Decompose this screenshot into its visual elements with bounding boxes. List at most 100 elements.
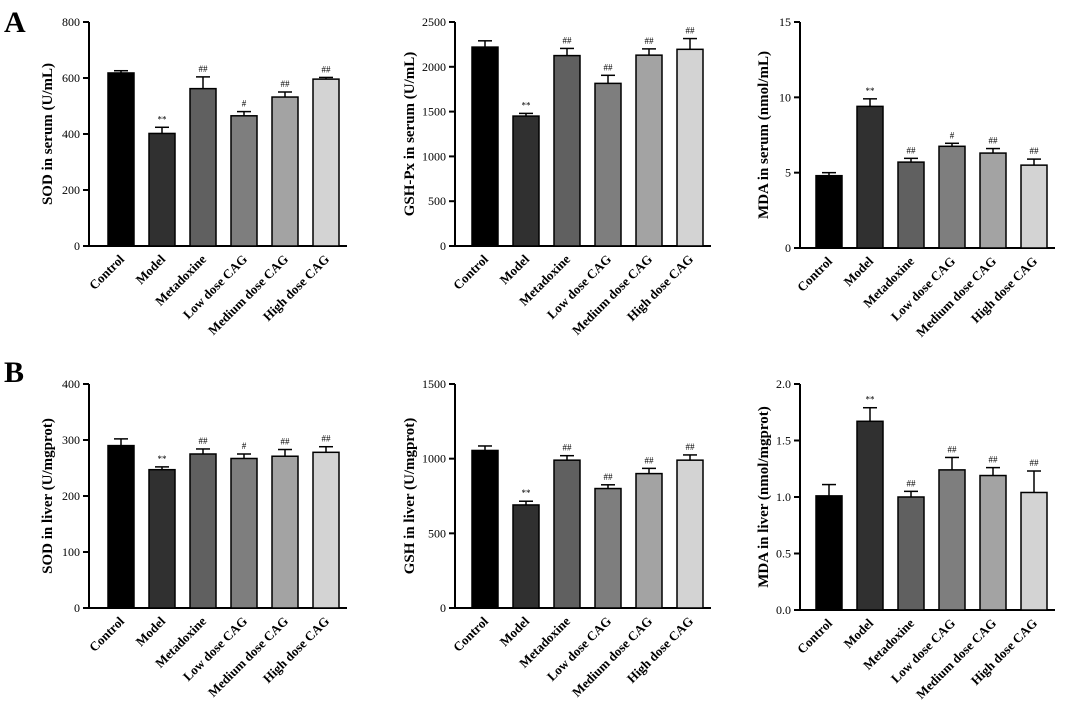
bar-metadoxine — [189, 87, 217, 247]
significance-marker: ## — [199, 436, 209, 446]
y-axis-label: MDA in serum (nmol/mL) — [756, 51, 772, 219]
y-axis-label: MDA in liver (nmol/mgprot) — [756, 406, 772, 588]
significance-marker: ## — [645, 36, 655, 46]
bar-control — [471, 46, 499, 247]
bar-metadoxine — [897, 496, 925, 611]
bar-model — [512, 115, 540, 247]
y-tick-label: 10 — [779, 90, 791, 104]
x-category-label: Control — [86, 251, 127, 292]
chart-3: 0 5 10 15 MDA in serum (nmol/mL) Control ** Mod… — [756, 15, 1055, 340]
x-category-label: Model — [496, 251, 532, 287]
y-tick-label: 300 — [62, 433, 80, 447]
chart-6: 0.0 0.5 1.0 1.5 2.0 MDA in liver (nmol/mgprot… — [756, 377, 1055, 702]
panel-label-b: B — [4, 356, 24, 389]
y-axis-label: GSH in liver (U/mgprot) — [402, 418, 418, 575]
bar-metadoxine — [897, 161, 925, 249]
significance-marker: ## — [322, 434, 332, 444]
bar-control — [107, 444, 135, 609]
bar-low-dose-cag — [938, 145, 966, 249]
bar-metadoxine — [553, 459, 581, 609]
x-category-label: Model — [840, 253, 876, 289]
bar-low-dose-cag — [230, 457, 258, 609]
y-tick-label: 0.0 — [776, 603, 791, 617]
significance-marker: ## — [563, 443, 573, 453]
x-category-label: Control — [86, 613, 127, 654]
significance-marker: ## — [281, 437, 291, 447]
y-tick-label: 1.0 — [776, 490, 791, 504]
bar-metadoxine — [553, 54, 581, 247]
bar-model — [148, 468, 176, 609]
bar-high-dose-cag — [676, 48, 704, 247]
y-tick-label: 100 — [62, 545, 80, 559]
bar-medium-dose-cag — [271, 455, 299, 609]
bar-high-dose-cag — [312, 78, 340, 247]
bar-medium-dose-cag — [271, 96, 299, 247]
significance-marker: ## — [948, 444, 958, 454]
significance-marker: # — [950, 130, 955, 140]
bar-model — [512, 504, 540, 609]
significance-marker: ** — [866, 86, 876, 96]
significance-marker: ## — [322, 64, 332, 74]
y-tick-label: 0 — [440, 601, 446, 615]
significance-marker: ## — [604, 472, 614, 482]
significance-marker: ## — [989, 136, 999, 146]
significance-marker: ## — [563, 35, 573, 45]
bar-low-dose-cag — [594, 487, 622, 609]
significance-marker: ## — [604, 62, 614, 72]
y-axis-label: SOD in liver (U/mgprot) — [40, 418, 56, 574]
y-tick-label: 2.0 — [776, 377, 791, 391]
y-tick-label: 2000 — [422, 60, 446, 74]
bar-control — [815, 495, 843, 611]
significance-marker: ## — [1030, 146, 1040, 156]
significance-marker: ** — [522, 488, 532, 498]
x-category-label: Model — [132, 613, 168, 649]
chart-grid: 0 200 400 600 800 SOD in serum (U/mL) Control *… — [40, 15, 1055, 702]
y-tick-label: 1000 — [422, 149, 446, 163]
y-tick-label: 500 — [428, 194, 446, 208]
significance-marker: ## — [989, 455, 999, 465]
y-tick-label: 800 — [62, 15, 80, 29]
y-axis-label: GSH-Px in serum (U/mL) — [402, 52, 418, 217]
bar-medium-dose-cag — [635, 472, 663, 609]
significance-marker: ## — [199, 64, 209, 74]
y-axis-label: SOD in serum (U/mL) — [40, 63, 56, 205]
x-category-label: Model — [132, 251, 168, 287]
y-tick-label: 0 — [74, 601, 80, 615]
y-tick-label: 1.5 — [776, 434, 791, 448]
x-category-label: Control — [450, 251, 491, 292]
y-tick-label: 400 — [62, 127, 80, 141]
y-tick-label: 0 — [785, 241, 791, 255]
bar-low-dose-cag — [230, 115, 258, 247]
bar-model — [148, 132, 176, 247]
x-category-label: Control — [794, 615, 835, 656]
significance-marker: ## — [281, 79, 291, 89]
y-tick-label: 600 — [62, 71, 80, 85]
bar-control — [815, 174, 843, 249]
bar-low-dose-cag — [938, 469, 966, 611]
bar-medium-dose-cag — [979, 152, 1007, 249]
bar-metadoxine — [189, 453, 217, 609]
y-tick-label: 5 — [785, 166, 791, 180]
significance-marker: ## — [907, 478, 917, 488]
significance-marker: # — [242, 99, 247, 109]
significance-marker: ** — [158, 454, 168, 464]
bar-medium-dose-cag — [635, 54, 663, 247]
y-tick-label: 1500 — [422, 105, 446, 119]
bar-model — [856, 420, 884, 611]
x-category-label: Control — [450, 613, 491, 654]
bar-high-dose-cag — [1020, 164, 1048, 249]
bar-low-dose-cag — [594, 82, 622, 247]
bar-medium-dose-cag — [979, 474, 1007, 611]
x-category-label: Model — [840, 615, 876, 651]
y-tick-label: 1000 — [422, 452, 446, 466]
significance-marker: ## — [686, 442, 696, 452]
y-tick-label: 400 — [62, 377, 80, 391]
chart-4: 0 100 200 300 400 SOD in liver (U/mgprot) Cont… — [40, 377, 347, 700]
significance-marker: ** — [522, 100, 532, 110]
chart-1: 0 200 400 600 800 SOD in serum (U/mL) Control *… — [40, 15, 347, 338]
x-category-label: Model — [496, 613, 532, 649]
bar-high-dose-cag — [676, 459, 704, 609]
y-tick-label: 0 — [440, 239, 446, 253]
bar-control — [471, 449, 499, 609]
